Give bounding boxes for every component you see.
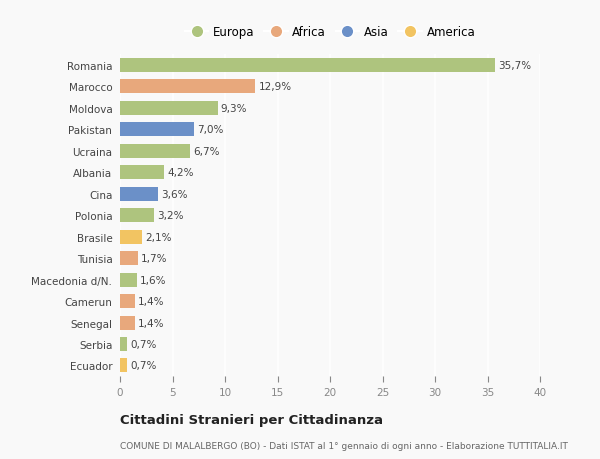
Bar [120,295,134,308]
Bar [120,166,164,180]
Bar [120,101,218,116]
Bar [120,230,142,244]
Bar [120,252,138,265]
Text: 1,4%: 1,4% [138,297,164,307]
Text: 0,7%: 0,7% [131,361,157,371]
Text: 4,2%: 4,2% [167,168,194,178]
Text: 35,7%: 35,7% [498,61,531,71]
Bar [120,209,154,223]
Text: 6,7%: 6,7% [193,146,220,157]
Text: 3,6%: 3,6% [161,189,187,199]
Text: 0,7%: 0,7% [131,339,157,349]
Bar [120,187,158,201]
Text: Cittadini Stranieri per Cittadinanza: Cittadini Stranieri per Cittadinanza [120,413,383,426]
Bar [120,145,190,158]
Bar [120,337,127,351]
Text: COMUNE DI MALALBERGO (BO) - Dati ISTAT al 1° gennaio di ogni anno - Elaborazione: COMUNE DI MALALBERGO (BO) - Dati ISTAT a… [120,441,568,450]
Bar [120,59,495,73]
Text: 2,1%: 2,1% [145,232,172,242]
Bar [120,273,137,287]
Legend: Europa, Africa, Asia, America: Europa, Africa, Asia, America [181,22,479,42]
Bar [120,316,134,330]
Text: 3,2%: 3,2% [157,211,183,221]
Text: 1,7%: 1,7% [141,253,167,263]
Text: 1,4%: 1,4% [138,318,164,328]
Text: 1,6%: 1,6% [140,275,166,285]
Text: 9,3%: 9,3% [221,104,247,114]
Bar [120,123,193,137]
Text: 12,9%: 12,9% [259,82,292,92]
Bar [120,358,127,373]
Text: 7,0%: 7,0% [197,125,223,135]
Bar [120,80,256,94]
